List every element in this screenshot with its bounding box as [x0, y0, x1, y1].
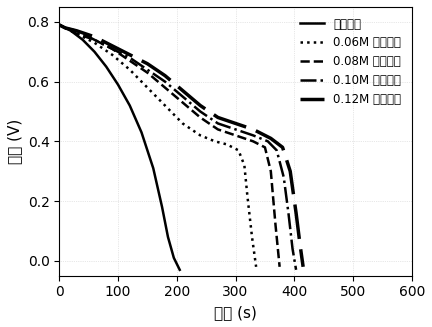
0.10M 苯胺单体: [293, 268, 299, 272]
0.10M 苯胺单体: [281, 175, 286, 179]
0.06M 苯胺单体: [254, 265, 259, 269]
0.12M 苯胺单体: [110, 44, 115, 48]
0.06M 苯胺单体: [92, 41, 97, 45]
0.06M 苯胺单体: [145, 86, 150, 90]
0.08M 苯胺单体: [92, 38, 97, 42]
0.06M 苯胺单体: [180, 121, 185, 125]
纯石墨毡: [177, 268, 182, 272]
0.08M 苯胺单体: [215, 128, 220, 131]
0.06M 苯胺单体: [162, 104, 168, 108]
0.08M 苯胺单体: [110, 47, 115, 51]
0.10M 苯胺单体: [274, 148, 279, 152]
Legend: 纯石墨毡, 0.06M 苯胺单体, 0.08M 苯胺单体, 0.10M 苯胺单体, 0.12M 苯胺单体: 纯石墨毡, 0.06M 苯胺单体, 0.08M 苯胺单体, 0.10M 苯胺单体…: [295, 13, 406, 111]
0.10M 苯胺单体: [290, 247, 295, 251]
纯石墨毡: [159, 205, 165, 209]
X-axis label: 时间 (s): 时间 (s): [214, 305, 257, 320]
纯石墨毡: [171, 256, 176, 260]
0.12M 苯胺单体: [215, 115, 220, 119]
0.10M 苯胺单体: [162, 80, 168, 84]
0.06M 苯胺单体: [198, 133, 203, 137]
0.08M 苯胺单体: [198, 115, 203, 119]
0.08M 苯胺单体: [233, 133, 238, 137]
0.06M 苯胺单体: [127, 68, 132, 72]
Line: 0.06M 苯胺单体: 0.06M 苯胺单体: [59, 25, 256, 267]
0.10M 苯胺单体: [63, 26, 68, 30]
0.08M 苯胺单体: [74, 32, 79, 36]
纯石墨毡: [80, 38, 86, 42]
0.08M 苯胺单体: [251, 139, 256, 143]
0.12M 苯胺单体: [293, 211, 299, 215]
0.12M 苯胺单体: [268, 136, 273, 140]
纯石墨毡: [127, 104, 132, 108]
0.08M 苯胺单体: [162, 86, 168, 90]
0.08M 苯胺单体: [268, 169, 273, 173]
0.06M 苯胺单体: [236, 148, 241, 152]
0.12M 苯胺单体: [251, 128, 256, 131]
Line: 0.12M 苯胺单体: 0.12M 苯胺单体: [59, 25, 303, 267]
0.12M 苯胺单体: [92, 35, 97, 39]
0.12M 苯胺单体: [298, 244, 303, 248]
Line: 0.10M 苯胺单体: 0.10M 苯胺单体: [59, 25, 296, 270]
纯石墨毡: [139, 130, 144, 134]
0.10M 苯胺单体: [127, 56, 132, 60]
0.12M 苯胺单体: [280, 146, 285, 149]
0.06M 苯胺单体: [224, 142, 229, 146]
0.10M 苯胺单体: [92, 38, 97, 42]
0.08M 苯胺单体: [277, 265, 282, 269]
0.06M 苯胺单体: [213, 139, 218, 143]
0.12M 苯胺单体: [301, 265, 306, 269]
0.12M 苯胺单体: [74, 29, 79, 33]
0.06M 苯胺单体: [74, 32, 79, 36]
0.12M 苯胺单体: [180, 89, 185, 93]
0.08M 苯胺单体: [145, 71, 150, 75]
0.12M 苯胺单体: [162, 74, 168, 77]
0.10M 苯胺单体: [110, 47, 115, 51]
0.10M 苯胺单体: [233, 128, 238, 131]
0.12M 苯胺单体: [198, 104, 203, 108]
0.06M 苯胺单体: [63, 26, 68, 30]
0.10M 苯胺单体: [74, 29, 79, 33]
0.08M 苯胺单体: [273, 223, 278, 227]
0.08M 苯胺单体: [127, 59, 132, 63]
0.10M 苯胺单体: [215, 121, 220, 125]
0.08M 苯胺单体: [63, 26, 68, 30]
0.12M 苯胺单体: [233, 121, 238, 125]
0.06M 苯胺单体: [110, 53, 115, 57]
0.06M 苯胺单体: [57, 23, 62, 27]
Y-axis label: 电压 (V): 电压 (V): [7, 119, 22, 164]
0.10M 苯胺单体: [265, 139, 270, 143]
0.08M 苯胺单体: [262, 146, 267, 149]
0.08M 苯胺单体: [57, 23, 62, 27]
纯石墨毡: [165, 235, 171, 239]
0.10M 苯胺单体: [286, 211, 291, 215]
0.06M 苯胺单体: [245, 193, 250, 197]
0.10M 苯胺单体: [57, 23, 62, 27]
0.10M 苯胺单体: [145, 68, 150, 72]
0.06M 苯胺单体: [242, 163, 247, 167]
Line: 0.08M 苯胺单体: 0.08M 苯胺单体: [59, 25, 280, 267]
纯石墨毡: [104, 65, 109, 69]
纯石墨毡: [57, 23, 62, 27]
纯石墨毡: [63, 26, 68, 30]
0.12M 苯胺单体: [127, 53, 132, 57]
0.12M 苯胺单体: [145, 62, 150, 66]
0.10M 苯胺单体: [251, 133, 256, 137]
0.12M 苯胺单体: [288, 169, 293, 173]
0.06M 苯胺单体: [249, 235, 254, 239]
0.10M 苯胺单体: [198, 110, 203, 113]
纯石墨毡: [92, 50, 97, 54]
Line: 纯石墨毡: 纯石墨毡: [59, 25, 180, 270]
纯石墨毡: [68, 29, 73, 33]
0.08M 苯胺单体: [180, 101, 185, 105]
0.12M 苯胺单体: [63, 26, 68, 30]
0.10M 苯胺单体: [180, 95, 185, 98]
纯石墨毡: [115, 83, 121, 87]
0.12M 苯胺单体: [57, 23, 62, 27]
纯石墨毡: [151, 166, 156, 170]
